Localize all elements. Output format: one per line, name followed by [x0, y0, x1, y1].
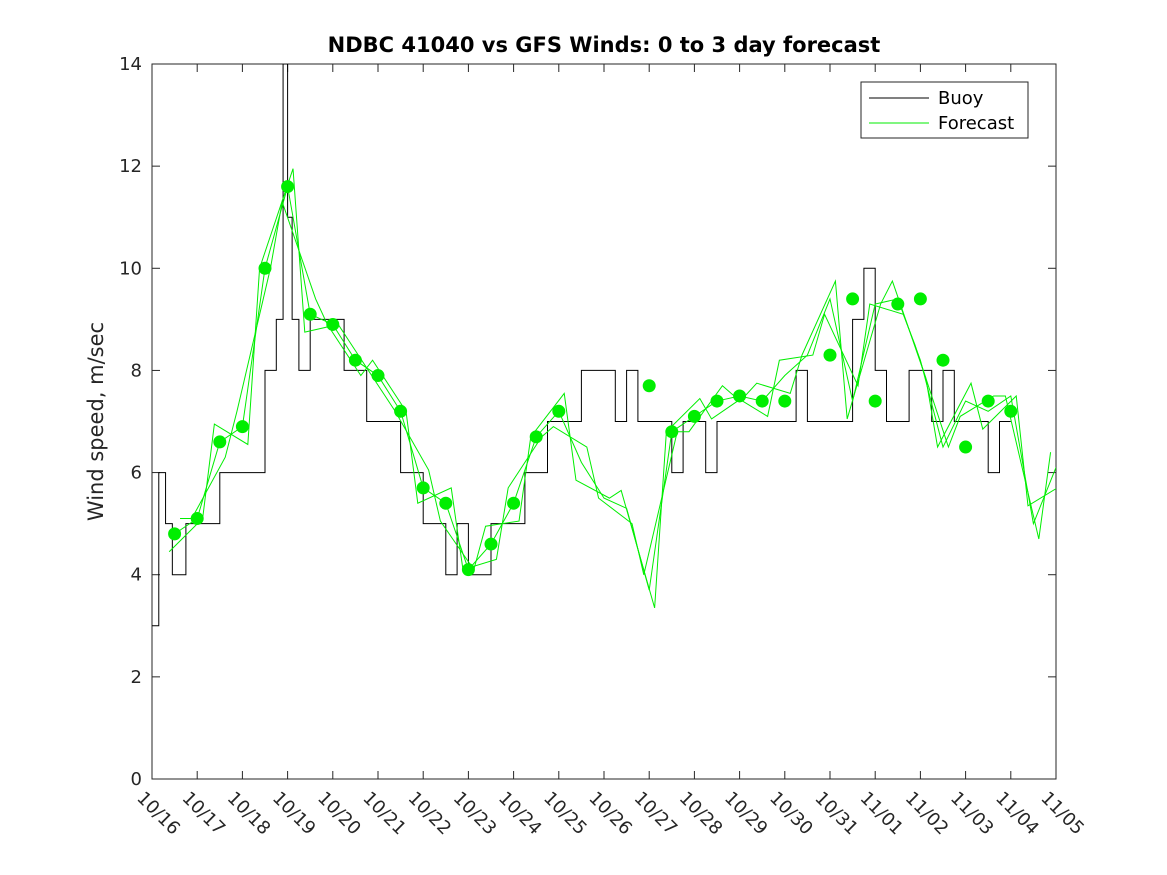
y-tick-label: 8 — [131, 360, 142, 381]
forecast-marker — [303, 307, 317, 321]
y-tick-label: 2 — [131, 667, 142, 688]
y-tick-label: 6 — [131, 463, 142, 484]
forecast-marker — [484, 537, 498, 551]
forecast-marker — [258, 261, 272, 275]
legend-label-forecast: Forecast — [938, 113, 1014, 134]
forecast-marker — [235, 420, 249, 434]
forecast-marker — [959, 440, 973, 454]
chart-title: NDBC 41040 vs GFS Winds: 0 to 3 day fore… — [328, 33, 881, 57]
legend: Buoy Forecast — [860, 81, 1029, 139]
forecast-marker — [1004, 404, 1018, 418]
y-tick-label: 10 — [119, 258, 142, 279]
forecast-marker — [394, 404, 408, 418]
forecast-marker — [913, 292, 927, 306]
forecast-marker — [687, 409, 701, 423]
forecast-marker — [213, 435, 227, 449]
y-tick-label: 4 — [131, 565, 142, 586]
forecast-marker — [529, 430, 543, 444]
forecast-marker — [778, 394, 792, 408]
y-axis-title: Wind speed, m/sec — [84, 322, 108, 521]
forecast-series-line-3 — [180, 199, 1052, 575]
forecast-marker — [168, 527, 182, 541]
forecast-marker — [823, 348, 837, 362]
forecast-marker — [755, 394, 769, 408]
forecast-marker — [642, 379, 656, 393]
forecast-marker — [936, 353, 950, 367]
forecast-marker — [439, 496, 453, 510]
buoy-series-line — [152, 64, 1011, 627]
forecast-marker — [348, 353, 362, 367]
forecast-marker — [190, 512, 204, 526]
forecast-marker — [710, 394, 724, 408]
forecast-marker — [371, 369, 385, 383]
forecast-marker — [507, 496, 521, 510]
legend-label-buoy: Buoy — [938, 88, 984, 109]
forecast-marker — [868, 394, 882, 408]
axes-frame — [151, 63, 1057, 780]
y-tick-label: 12 — [119, 156, 142, 177]
forecast-marker — [326, 317, 340, 331]
series-layer — [152, 64, 1056, 627]
forecast-marker — [981, 394, 995, 408]
forecast-marker — [891, 297, 905, 311]
forecast-marker — [281, 180, 295, 194]
forecast-marker — [733, 389, 747, 403]
forecast-marker — [665, 425, 679, 439]
forecast-marker — [461, 563, 475, 577]
y-tick-label: 14 — [119, 54, 142, 75]
y-tick-label: 0 — [131, 769, 142, 790]
forecast-marker — [846, 292, 860, 306]
forecast-marker — [552, 404, 566, 418]
legend-box — [860, 81, 1029, 139]
forecast-marker — [416, 481, 430, 495]
